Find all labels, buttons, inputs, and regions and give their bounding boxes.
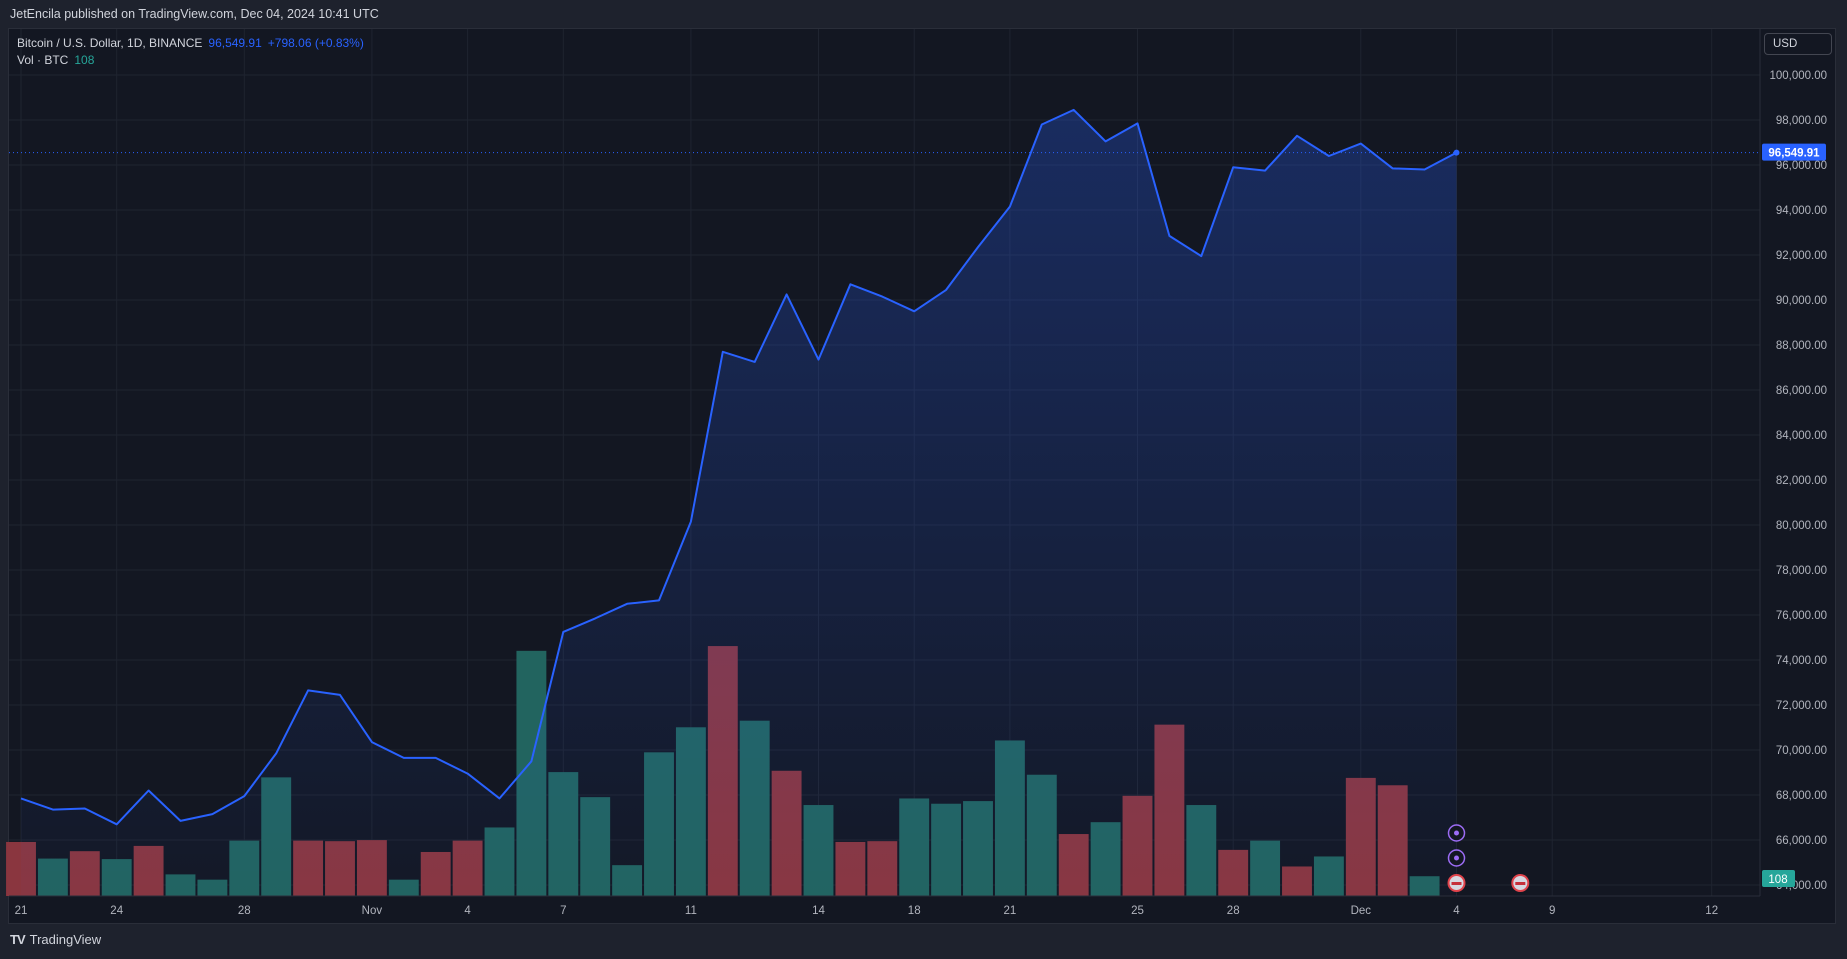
price-tick-label: 72,000.00 xyxy=(1776,700,1827,712)
time-tick-label: 14 xyxy=(812,905,825,917)
price-tick-label: 70,000.00 xyxy=(1776,745,1827,757)
price-tick-label: 90,000.00 xyxy=(1776,295,1827,307)
time-tick-label: 21 xyxy=(1004,905,1017,917)
time-tick-label: 21 xyxy=(15,905,28,917)
price-area xyxy=(9,108,1760,896)
bolt-event-icon-dot xyxy=(1454,855,1459,861)
time-tick-label: Dec xyxy=(1351,905,1372,917)
time-tick-label: 11 xyxy=(685,905,697,917)
volume-badge-label: 108 xyxy=(1768,874,1787,886)
time-tick-label: 24 xyxy=(110,905,123,917)
price-tick-label: 98,000.00 xyxy=(1776,115,1827,127)
tradingview-logo-icon: TV xyxy=(10,932,26,947)
price-tick-label: 84,000.00 xyxy=(1776,430,1827,442)
price-tick-label: 74,000.00 xyxy=(1776,655,1827,667)
time-tick-label: 25 xyxy=(1131,905,1144,917)
time-tick-label: 9 xyxy=(1549,905,1555,917)
time-tick-label: Nov xyxy=(362,905,383,917)
tradingview-brand[interactable]: TV TradingView xyxy=(10,932,101,947)
legend-change: +798.06 (+0.83%) xyxy=(267,36,364,50)
crypto-event-icon-dot xyxy=(1454,830,1459,836)
time-tick-label: 28 xyxy=(1227,905,1240,917)
price-tick-label: 100,000.00 xyxy=(1769,70,1827,82)
price-tick-label: 76,000.00 xyxy=(1776,610,1827,622)
price-tick-label: 94,000.00 xyxy=(1776,205,1827,217)
price-tick-label: 92,000.00 xyxy=(1776,250,1827,262)
brand-name: TradingView xyxy=(29,932,102,947)
published-text: JetEncila published on TradingView.com, … xyxy=(10,7,379,21)
publisher-header: JetEncila published on TradingView.com, … xyxy=(0,0,1847,28)
last-price-badge xyxy=(1762,143,1826,161)
legend-volume-label[interactable]: Vol · BTC xyxy=(17,53,69,67)
legend-volume-row: Vol · BTC 108 xyxy=(17,52,364,69)
last-price-dot xyxy=(1453,149,1460,156)
price-tick-label: 78,000.00 xyxy=(1776,565,1827,577)
axis-badges: 96,549.91 108 xyxy=(1762,143,1826,887)
price-tick-label: 68,000.00 xyxy=(1776,790,1827,802)
legend-last-price: 96,549.91 xyxy=(208,36,262,50)
price-tick-label: 80,000.00 xyxy=(1776,520,1827,532)
price-tick-label: 66,000.00 xyxy=(1776,835,1827,847)
time-tick-label: 7 xyxy=(560,905,566,917)
volume-badge xyxy=(1762,870,1795,887)
currency-selector[interactable]: USD xyxy=(1764,33,1832,55)
price-tick-label: 82,000.00 xyxy=(1776,475,1827,487)
time-tick-label: 4 xyxy=(464,905,471,917)
us-flag-stripe xyxy=(1451,882,1462,885)
price-tick-label: 88,000.00 xyxy=(1776,340,1827,352)
us-flag-stripe xyxy=(1515,882,1526,885)
time-tick-label: 4 xyxy=(1453,905,1460,917)
price-tick-label: 86,000.00 xyxy=(1776,385,1827,397)
legend-price-row: Bitcoin / U.S. Dollar, 1D, BINANCE 96,54… xyxy=(17,35,364,52)
event-markers[interactable] xyxy=(1447,824,1530,892)
price-area-fill xyxy=(21,109,1457,896)
time-tick-label: 18 xyxy=(908,905,921,917)
legend-symbol[interactable]: Bitcoin / U.S. Dollar, 1D, BINANCE xyxy=(17,36,203,50)
price-line[interactable] xyxy=(20,108,1457,826)
last-price-badge-label: 96,549.91 xyxy=(1768,148,1820,160)
currency-label: USD xyxy=(1773,38,1798,50)
price-axis[interactable]: 64,000.0066,000.0068,000.0070,000.0072,0… xyxy=(1759,29,1827,896)
time-tick-label: 12 xyxy=(1705,905,1718,917)
price-tick-label: 96,000.00 xyxy=(1776,160,1827,172)
legend-volume-value: 108 xyxy=(74,53,95,67)
time-axis[interactable]: 21 24 28 Nov 4 7 11 14 18 21 25 28 Dec 4 9 12 xyxy=(9,895,1760,917)
time-tick-label: 28 xyxy=(238,905,251,917)
chart-legend: Bitcoin / U.S. Dollar, 1D, BINANCE 96,54… xyxy=(17,35,364,69)
